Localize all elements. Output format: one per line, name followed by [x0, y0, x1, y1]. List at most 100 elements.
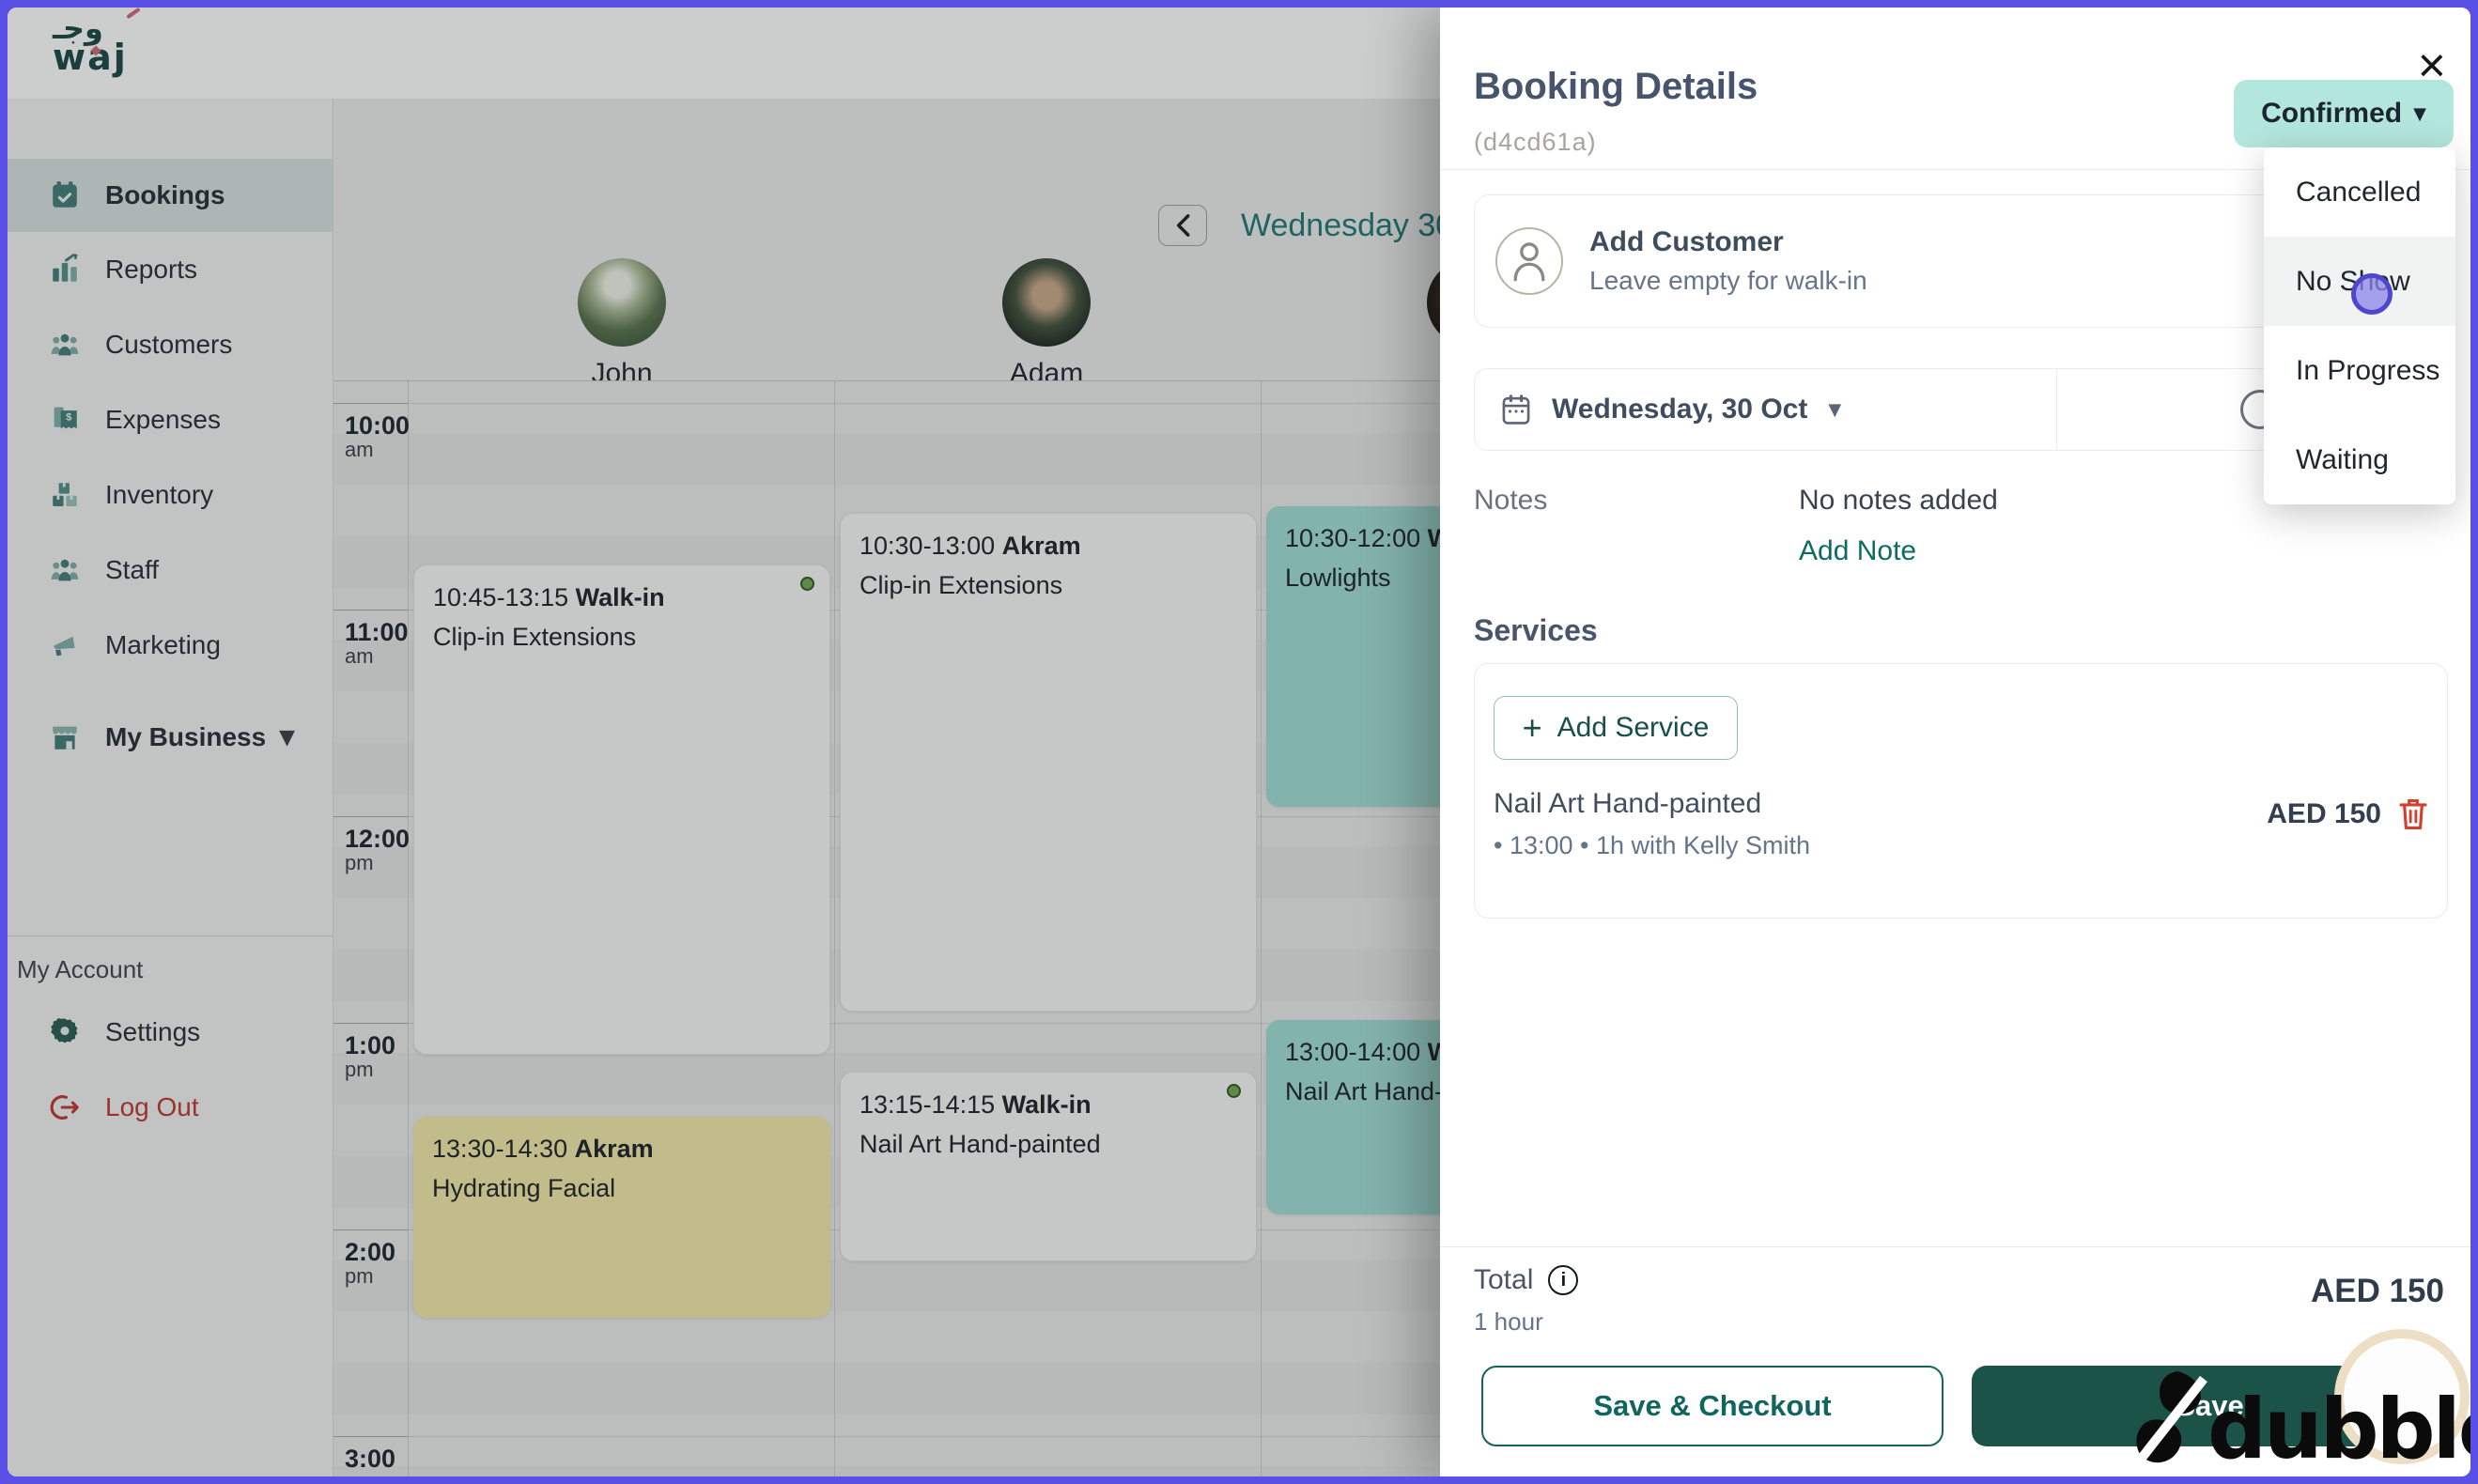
status-option-waiting[interactable]: Waiting [2296, 443, 2389, 475]
sidebar-item-bookings[interactable]: Bookings [8, 159, 333, 232]
hour-line [408, 403, 2470, 404]
watermark-circle [2334, 1329, 2470, 1464]
sidebar-item-customers[interactable]: Customers [8, 307, 333, 382]
divider [1440, 1246, 2470, 1247]
svg-text:$: $ [66, 412, 72, 424]
plus-icon: + [1522, 708, 1542, 747]
hour-tick [333, 1229, 408, 1230]
people-icon [51, 559, 79, 581]
time-label: 1:00 pm [345, 1031, 396, 1082]
hour-line [408, 1436, 2470, 1437]
divider [1440, 169, 2470, 170]
save-checkout-button[interactable]: Save & Checkout [1481, 1366, 1944, 1446]
sidebar-item-settings[interactable]: Settings [8, 995, 333, 1070]
total-amount: AED 150 [2310, 1273, 2444, 1309]
avatar [1002, 258, 1091, 347]
customer-avatar-placeholder [1495, 227, 1563, 295]
services-header: Services [1474, 613, 1598, 647]
time-label: 3:00 pm [345, 1445, 396, 1484]
receipt-icon: $ [54, 407, 77, 429]
booking-id: (d4cd61a) [1474, 128, 1597, 156]
info-icon[interactable]: i [1548, 1265, 1579, 1295]
staff-header-adam[interactable]: Adam [952, 258, 1140, 390]
walk-in-dot-icon [800, 577, 814, 591]
chevron-down-icon: ▼ [2413, 103, 2426, 124]
sidebar: Bookings Reports Customers $ Expenses In… [8, 99, 333, 1476]
hour-tick [333, 610, 408, 611]
appointment-card[interactable]: 10:45-13:15 Walk-in Clip-in Extensions [413, 564, 830, 1055]
time-label: 10:00 am [345, 411, 410, 462]
add-service-label: Add Service [1556, 712, 1710, 743]
column-divider [1261, 381, 1262, 1476]
status-selected-label: Confirmed [2261, 98, 2403, 129]
people-icon [51, 333, 79, 356]
chevron-down-icon: ▼ [279, 725, 295, 750]
column-divider [408, 381, 409, 1476]
notes-label: Notes [1474, 485, 1548, 516]
sidebar-item-label: Marketing [105, 630, 221, 659]
chevron-left-icon [1176, 214, 1190, 237]
status-option-cancelled[interactable]: Cancelled [2296, 176, 2422, 208]
storefront-icon [53, 726, 77, 750]
sidebar-divider [8, 935, 333, 936]
column-divider [834, 381, 835, 1476]
calendar-icon [1502, 394, 1530, 425]
sidebar-item-label: Staff [105, 555, 160, 584]
divider [2056, 369, 2057, 450]
chevron-down-icon: ▼ [1828, 399, 1842, 420]
sidebar-item-logout[interactable]: Log Out [8, 1070, 333, 1145]
time-label: 2:00 pm [345, 1238, 396, 1289]
watermark-text: dubble [2207, 1381, 2470, 1477]
sidebar-item-label: Customers [105, 330, 233, 359]
sidebar-item-label: Bookings [105, 180, 225, 209]
time-label: 11:00 am [345, 618, 409, 669]
gear-icon [51, 1017, 78, 1043]
logout-icon [50, 1095, 79, 1120]
add-customer-subtitle: Leave empty for walk-in [1589, 266, 1867, 295]
add-note-link[interactable]: Add Note [1799, 535, 1917, 566]
megaphone-icon [53, 636, 75, 657]
hour-tick [333, 403, 408, 404]
waj-logo[interactable]: وجـ waj [53, 8, 141, 78]
total-duration: 1 hour [1474, 1307, 1543, 1336]
appointment-card[interactable]: 13:30-14:30 Akram Hydrating Facial [413, 1117, 830, 1318]
hour-tick [333, 1023, 408, 1024]
bar-chart-icon [53, 254, 78, 282]
previous-day-button[interactable] [1158, 205, 1207, 246]
logo-arabic: وجـ [53, 10, 104, 46]
sidebar-item-label: Reports [105, 255, 198, 284]
add-customer-title: Add Customer [1589, 226, 1784, 257]
sidebar-item-marketing[interactable]: Marketing [8, 608, 333, 683]
status-option-in-progress[interactable]: In Progress [2296, 354, 2440, 386]
time-label: 12:00 pm [345, 825, 410, 875]
boxes-icon [53, 483, 77, 507]
add-customer-card[interactable]: Add Customer Leave empty for walk-in [1474, 194, 2448, 328]
notes-value: No notes added [1799, 485, 1998, 516]
sidebar-item-label: Settings [105, 1017, 201, 1046]
sidebar-item-inventory[interactable]: Inventory [8, 457, 333, 533]
sidebar-item-expenses[interactable]: $ Expenses [8, 382, 333, 457]
hour-tick [333, 816, 408, 817]
service-price: AED 150 [2267, 798, 2381, 829]
total-label: Total [1474, 1264, 1534, 1295]
sidebar-item-label: Expenses [105, 405, 221, 434]
booking-details-modal: × Booking Details (d4cd61a) Confirmed ▼ … [1440, 8, 2470, 1476]
appointment-card[interactable]: 13:15-14:15 Walk-in Nail Art Hand-painte… [840, 1072, 1257, 1261]
save-checkout-label: Save & Checkout [1593, 1389, 1832, 1422]
logo-latin: waj [53, 37, 128, 78]
date-value: Wednesday, 30 Oct [1552, 394, 1808, 425]
date-picker[interactable]: Wednesday, 30 Oct ▼ [1475, 369, 2056, 450]
add-service-button[interactable]: + Add Service [1494, 696, 1738, 760]
status-dropdown-button[interactable]: Confirmed ▼ [2234, 80, 2454, 147]
trash-icon[interactable] [2398, 797, 2428, 831]
sidebar-item-reports[interactable]: Reports [8, 232, 333, 307]
hour-line [408, 1229, 2470, 1230]
services-card: + Add Service Nail Art Hand-painted • 13… [1474, 663, 2448, 919]
appointment-card[interactable]: 10:30-13:00 Akram Clip-in Extensions [840, 513, 1257, 1012]
sidebar-item-staff[interactable]: Staff [8, 533, 333, 608]
sidebar-item-my-business[interactable]: My Business ▼ [8, 700, 333, 775]
my-account-label: My Account [17, 955, 144, 983]
modal-title: Booking Details [1474, 66, 1758, 107]
hour-line [408, 816, 2470, 817]
